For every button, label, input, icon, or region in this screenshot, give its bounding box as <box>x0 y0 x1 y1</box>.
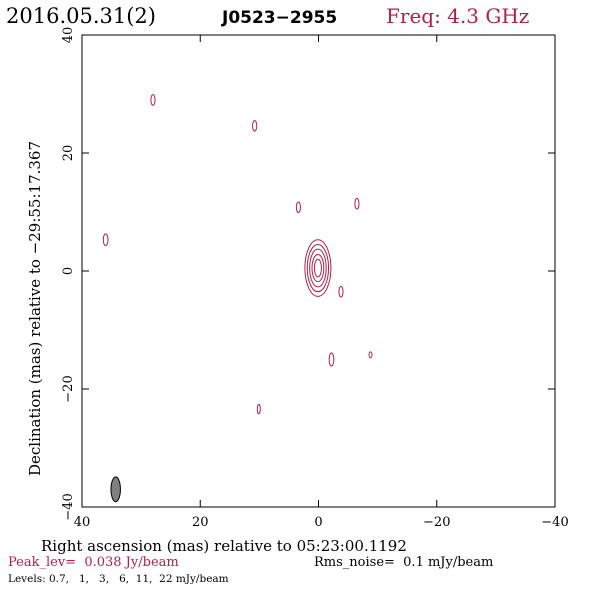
plot-frame <box>81 34 556 508</box>
core-contour <box>304 239 332 297</box>
axis-tick-labels: 40 20 0 −20 −40 −40 −20 0 20 40 <box>61 27 569 530</box>
beam-ellipse <box>110 476 121 503</box>
peak-level: Peak_lev= 0.038 Jy/beam <box>8 555 179 570</box>
y-axis-label: Declination (mas) relative to −29:55:17.… <box>26 141 44 476</box>
component-contour <box>338 285 344 298</box>
core-contour <box>309 248 327 288</box>
y-tick-label: 40 <box>61 27 76 44</box>
core-contour <box>311 253 325 283</box>
component-contour <box>256 403 261 415</box>
component-contour <box>295 201 301 214</box>
x-tick-label: −20 <box>423 515 450 530</box>
x-tick-label: 0 <box>314 515 322 530</box>
y-tick-label: 0 <box>61 267 76 275</box>
freq-label: Freq: 4.3 GHz <box>386 4 529 28</box>
source-label: J0523−2955 <box>221 8 337 28</box>
component-contour <box>102 233 109 247</box>
x-axis-label: Right ascension (mas) relative to 05:23:… <box>41 537 407 555</box>
contour-levels: Levels: 0.7, 1, 3, 6, 11, 22 mJy/beam <box>8 573 229 585</box>
component-contour <box>354 197 360 210</box>
component-contour <box>150 94 156 106</box>
x-tick-label: −40 <box>541 515 568 530</box>
axis-ticks <box>81 34 556 508</box>
x-tick-label: 40 <box>74 515 91 530</box>
rms-noise: Rms_noise= 0.1 mJy/beam <box>314 555 493 570</box>
date-label: 2016.05.31(2) <box>6 4 156 28</box>
y-tick-label: −40 <box>61 493 76 520</box>
component-contour <box>368 351 373 359</box>
contour-map <box>102 94 373 503</box>
component-contour <box>252 120 258 132</box>
component-contour <box>328 352 335 367</box>
x-tick-label: 20 <box>192 515 209 530</box>
y-tick-label: −20 <box>61 375 76 402</box>
core-contour <box>313 258 322 278</box>
core-contour <box>306 243 330 293</box>
y-tick-label: 20 <box>61 145 76 162</box>
